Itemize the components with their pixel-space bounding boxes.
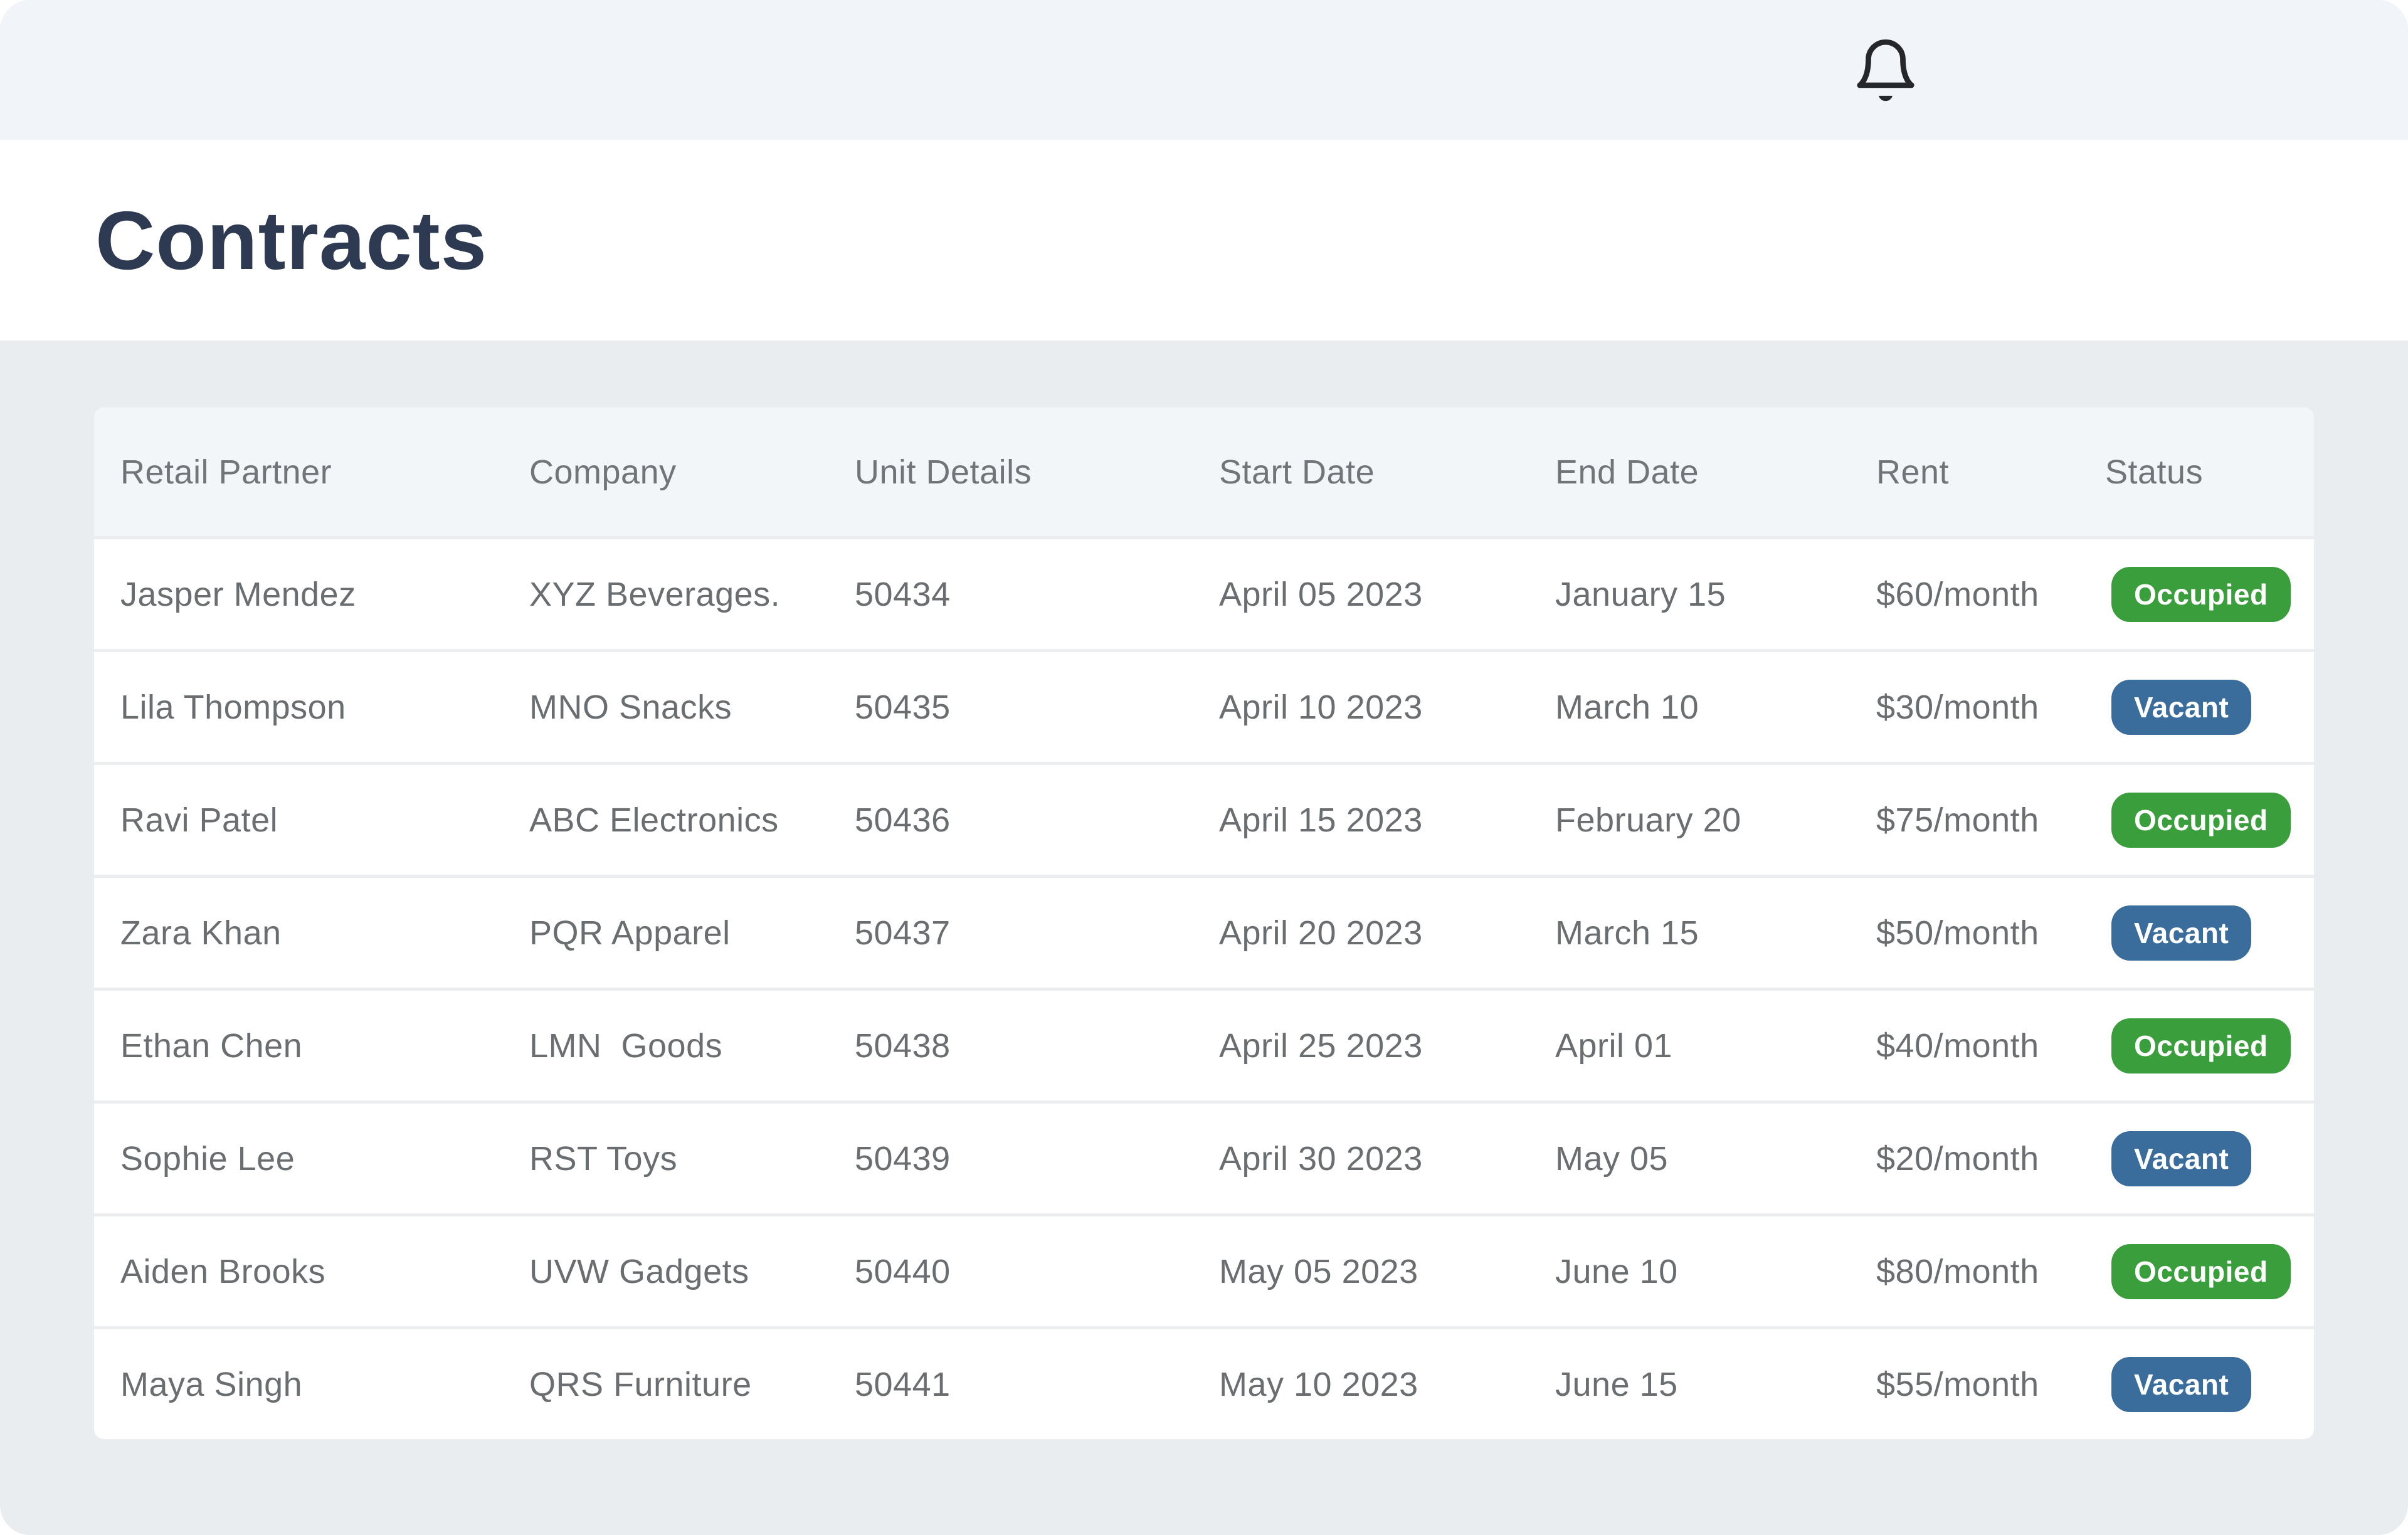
cell-retail-partner: Sophie Lee — [120, 1139, 295, 1178]
cell-end-date: April 01 — [1555, 1026, 1673, 1065]
cell-company: LMN Goods — [529, 1026, 723, 1065]
column-header-status: Status — [2105, 453, 2204, 491]
cell-rent: $30/month — [1876, 688, 2039, 726]
table-row: Zara Khan PQR Apparel 50437 April 20 202… — [94, 875, 2314, 988]
cell-company: RST Toys — [529, 1139, 678, 1178]
table-row: Maya Singh QRS Furniture 50441 May 10 20… — [94, 1326, 2314, 1439]
bell-icon — [1851, 36, 1920, 105]
cell-unit-details: 50434 — [855, 575, 951, 613]
cell-unit-details: 50437 — [855, 914, 951, 952]
column-header-retail-partner: Retail Partner — [120, 453, 332, 491]
cell-start-date: April 20 2023 — [1219, 914, 1423, 952]
cell-retail-partner: Zara Khan — [120, 914, 282, 952]
cell-company: ABC Electronics — [529, 801, 779, 839]
cell-start-date: April 30 2023 — [1219, 1139, 1423, 1178]
title-band: Contracts — [0, 140, 2408, 340]
cell-unit-details: 50435 — [855, 688, 951, 726]
cell-end-date: February 20 — [1555, 801, 1741, 839]
status-badge: Occupied — [2111, 1243, 2291, 1299]
cell-rent: $75/month — [1876, 801, 2039, 839]
status-badge: Vacant — [2111, 1356, 2252, 1412]
status-badge: Occupied — [2111, 566, 2291, 622]
cell-rent: $80/month — [1876, 1252, 2039, 1290]
page-title: Contracts — [95, 194, 488, 287]
table-header-row: Retail Partner Company Unit Details Star… — [94, 408, 2314, 536]
table-row: Ravi Patel ABC Electronics 50436 April 1… — [94, 762, 2314, 875]
table-row: Ethan Chen LMN Goods 50438 April 25 2023… — [94, 988, 2314, 1100]
cell-company: UVW Gadgets — [529, 1252, 749, 1290]
cell-end-date: March 10 — [1555, 688, 1699, 726]
cell-start-date: May 10 2023 — [1219, 1365, 1418, 1403]
status-badge: Vacant — [2111, 905, 2252, 961]
cell-end-date: January 15 — [1555, 575, 1726, 613]
cell-retail-partner: Ethan Chen — [120, 1026, 303, 1065]
cell-status: Vacant — [2105, 1356, 2314, 1412]
status-badge: Occupied — [2111, 1018, 2291, 1073]
cell-company: MNO Snacks — [529, 688, 732, 726]
contracts-table: Retail Partner Company Unit Details Star… — [94, 408, 2314, 1439]
cell-unit-details: 50438 — [855, 1026, 951, 1065]
table-row: Jasper Mendez XYZ Beverages. 50434 April… — [94, 536, 2314, 649]
cell-end-date: May 05 — [1555, 1139, 1669, 1178]
cell-status: Vacant — [2105, 905, 2314, 961]
cell-rent: $55/month — [1876, 1365, 2039, 1403]
content-area: Retail Partner Company Unit Details Star… — [0, 340, 2408, 1439]
status-badge: Vacant — [2111, 679, 2252, 735]
cell-start-date: May 05 2023 — [1219, 1252, 1418, 1290]
cell-status: Occupied — [2105, 566, 2314, 622]
cell-start-date: April 15 2023 — [1219, 801, 1423, 839]
cell-start-date: April 25 2023 — [1219, 1026, 1423, 1065]
cell-unit-details: 50436 — [855, 801, 951, 839]
cell-status: Occupied — [2105, 792, 2314, 848]
cell-status: Vacant — [2105, 1131, 2314, 1186]
table-row: Aiden Brooks UVW Gadgets 50440 May 05 20… — [94, 1213, 2314, 1326]
cell-status: Vacant — [2105, 679, 2314, 735]
cell-retail-partner: Ravi Patel — [120, 801, 278, 839]
column-header-end-date: End Date — [1555, 453, 1699, 491]
cell-rent: $20/month — [1876, 1139, 2039, 1178]
cell-retail-partner: Maya Singh — [120, 1365, 303, 1403]
cell-rent: $60/month — [1876, 575, 2039, 613]
cell-rent: $50/month — [1876, 914, 2039, 952]
cell-end-date: March 15 — [1555, 914, 1699, 952]
cell-retail-partner: Lila Thompson — [120, 688, 346, 726]
cell-retail-partner: Jasper Mendez — [120, 575, 356, 613]
status-badge: Occupied — [2111, 792, 2291, 848]
table-row: Lila Thompson MNO Snacks 50435 April 10 … — [94, 649, 2314, 762]
topbar — [0, 0, 2408, 140]
cell-rent: $40/month — [1876, 1026, 2039, 1065]
cell-company: QRS Furniture — [529, 1365, 752, 1403]
table-row: Sophie Lee RST Toys 50439 April 30 2023 … — [94, 1100, 2314, 1213]
column-header-rent: Rent — [1876, 453, 1950, 491]
cell-end-date: June 10 — [1555, 1252, 1678, 1290]
cell-status: Occupied — [2105, 1018, 2314, 1073]
cell-status: Occupied — [2105, 1243, 2314, 1299]
cell-unit-details: 50439 — [855, 1139, 951, 1178]
cell-end-date: June 15 — [1555, 1365, 1678, 1403]
column-header-start-date: Start Date — [1219, 453, 1375, 491]
cell-unit-details: 50441 — [855, 1365, 951, 1403]
column-header-unit-details: Unit Details — [855, 453, 1032, 491]
status-badge: Vacant — [2111, 1131, 2252, 1186]
cell-start-date: April 05 2023 — [1219, 575, 1423, 613]
cell-retail-partner: Aiden Brooks — [120, 1252, 326, 1290]
cell-start-date: April 10 2023 — [1219, 688, 1423, 726]
notifications-button[interactable] — [1851, 36, 1920, 105]
column-header-company: Company — [529, 453, 677, 491]
cell-company: XYZ Beverages. — [529, 575, 781, 613]
cell-company: PQR Apparel — [529, 914, 731, 952]
cell-unit-details: 50440 — [855, 1252, 951, 1290]
